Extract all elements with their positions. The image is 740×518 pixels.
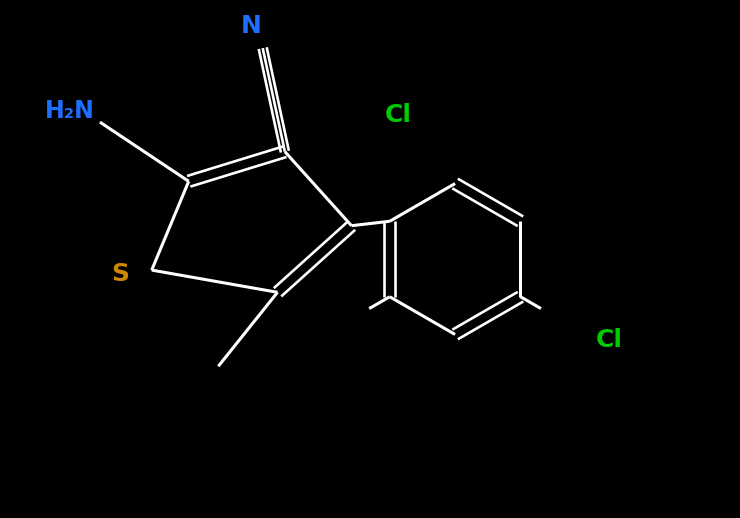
Text: Cl: Cl (385, 103, 411, 127)
Text: N: N (241, 14, 262, 38)
Text: H₂N: H₂N (45, 99, 95, 123)
Text: S: S (111, 262, 129, 286)
Text: Cl: Cl (596, 328, 622, 352)
